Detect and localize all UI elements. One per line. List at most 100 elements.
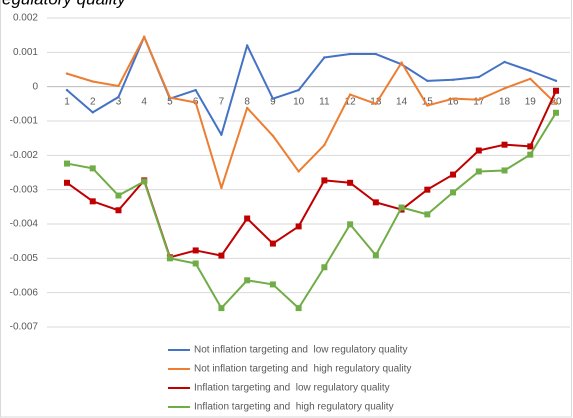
point-marker [141, 178, 148, 185]
point-marker [115, 192, 122, 199]
y-tick-label: -0.006 [10, 287, 39, 298]
y-tick-label: 0.002 [13, 13, 38, 24]
point [348, 93, 352, 96]
point [245, 44, 249, 47]
x-tick-label: 17 [473, 96, 485, 107]
point [271, 134, 275, 137]
point-marker [527, 151, 534, 158]
point [348, 52, 352, 56]
point [271, 97, 275, 100]
point-marker [398, 204, 405, 211]
point-marker [269, 281, 276, 288]
point-marker [372, 199, 379, 206]
point-marker [89, 198, 96, 205]
point-marker [244, 277, 251, 284]
point [91, 80, 94, 83]
x-tick-label: 10 [293, 96, 305, 107]
x-tick-label: 16 [447, 96, 459, 107]
point-marker [64, 179, 70, 186]
series-line [66, 35, 557, 189]
y-tick-label: 0 [32, 81, 38, 92]
x-tick-label: 19 [525, 96, 537, 107]
point-marker [501, 167, 508, 174]
x-tick-label: 4 [141, 96, 147, 107]
point-marker [527, 143, 534, 150]
point [65, 88, 69, 92]
point [91, 111, 94, 114]
legend-label: Not inflation targeting and low regulato… [194, 345, 407, 356]
point-marker [64, 160, 70, 167]
point [477, 98, 480, 101]
point [297, 88, 300, 92]
point [374, 52, 378, 56]
point [220, 186, 223, 190]
legend-label: Inflation targeting and low regulatory q… [194, 383, 390, 394]
point [117, 84, 120, 88]
x-tick-label: 1 [64, 96, 70, 107]
point-marker [295, 305, 302, 312]
point [323, 56, 326, 59]
point [426, 79, 429, 83]
point [143, 35, 146, 39]
x-tick-label: 8 [244, 96, 250, 107]
point-marker [424, 186, 431, 193]
point-marker [192, 260, 199, 267]
point-marker [475, 168, 482, 175]
point-marker [321, 264, 328, 271]
point [503, 60, 506, 64]
point-marker [321, 177, 328, 184]
point-marker [450, 171, 457, 178]
point [400, 61, 403, 64]
y-tick-label: -0.007 [10, 322, 39, 333]
x-tick-label: 14 [396, 96, 408, 107]
point [529, 77, 532, 80]
legend-label: Inflation targeting and high regulatory … [194, 402, 394, 413]
point [117, 95, 120, 99]
point-marker [347, 179, 354, 186]
point-marker [424, 211, 431, 218]
point [426, 104, 429, 107]
point [503, 87, 506, 90]
x-tick-label: 18 [499, 96, 511, 107]
point [194, 88, 197, 92]
point-marker [347, 221, 354, 228]
point [323, 143, 326, 147]
point-marker [89, 165, 96, 172]
y-tick-label: -0.005 [10, 253, 39, 264]
y-tick-label: -0.003 [10, 184, 39, 195]
point-marker [166, 255, 173, 262]
point-marker [295, 223, 302, 230]
point-marker [115, 207, 122, 214]
point [297, 170, 300, 173]
point-marker [218, 252, 225, 259]
x-tick-label: 3 [116, 96, 122, 107]
point [451, 78, 455, 82]
point-marker [553, 87, 559, 94]
point [245, 106, 249, 110]
point-marker [450, 189, 457, 196]
point [374, 102, 378, 106]
point [65, 72, 69, 75]
point [554, 102, 558, 106]
point [451, 97, 455, 100]
chart-title: egulatory quality [2, 0, 127, 8]
x-tick-label: 20 [550, 96, 562, 107]
point-marker [192, 247, 199, 254]
series-line [66, 112, 557, 310]
x-tick-label: 5 [167, 96, 173, 107]
x-tick-label: 12 [345, 96, 357, 107]
point [168, 96, 172, 99]
x-tick-label: 15 [422, 96, 434, 107]
point-marker [372, 252, 379, 259]
point [529, 69, 532, 73]
point-marker [501, 141, 508, 148]
point [477, 75, 480, 79]
x-tick-label: 2 [90, 96, 96, 107]
point [194, 101, 197, 104]
point-marker [475, 147, 482, 154]
point-marker [269, 240, 276, 247]
x-tick-label: 11 [319, 96, 330, 107]
